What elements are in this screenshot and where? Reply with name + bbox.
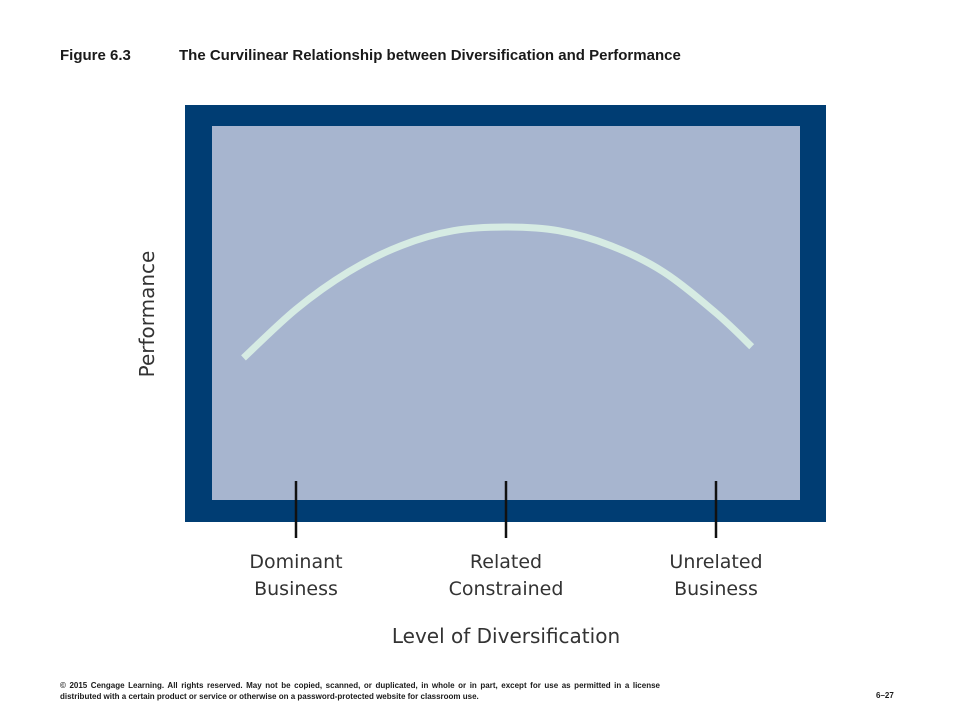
x-tick-label-2-line1: Related [470,551,542,573]
x-tick-label-3-line2: Business [674,578,758,600]
plot-area [212,126,800,500]
copyright-notice: © 2015 Cengage Learning. All rights rese… [60,681,660,701]
x-tick-label-1-line1: Dominant [249,551,342,573]
figure-title: The Curvilinear Relationship between Div… [179,47,681,64]
figure-number: Figure 6.3 [60,47,131,64]
x-tick-label-2-line2: Constrained [449,578,564,600]
x-ticks: Dominant Business Related Constrained Unrela… [249,481,763,600]
page-number: 6–27 [876,691,894,700]
y-axis-label: Performance [135,251,159,378]
performance-curve [241,223,755,361]
x-tick-label-3-line1: Unrelated [669,551,762,573]
x-tick-label-1-line2: Business [254,578,338,600]
x-axis-label: Level of Diversification [392,624,620,648]
